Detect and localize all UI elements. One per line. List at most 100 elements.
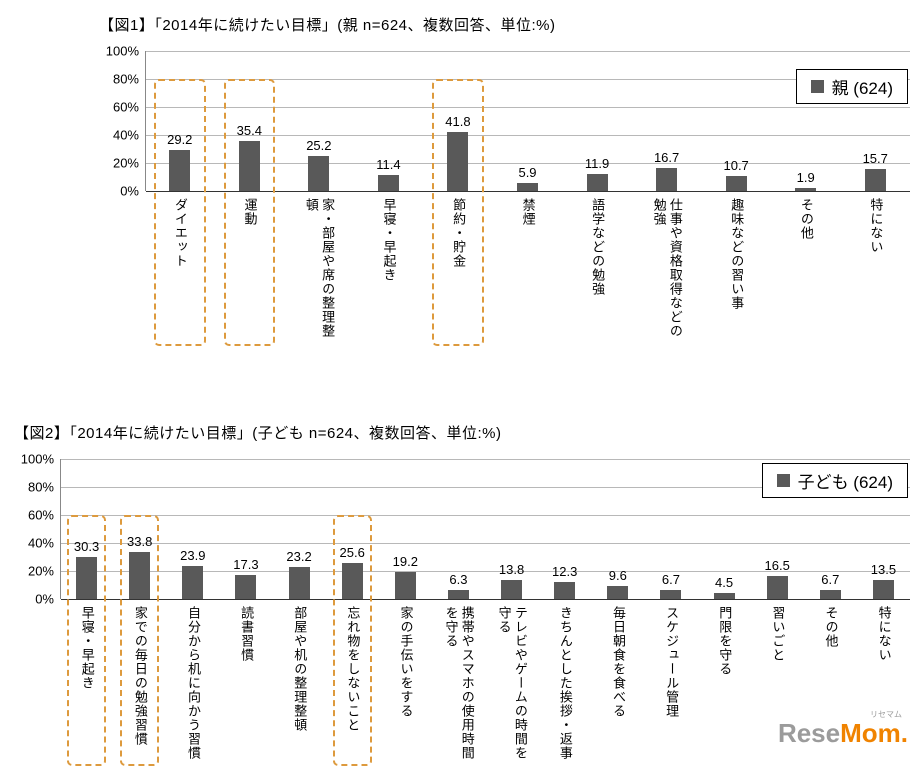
- bar-column: 12.3 きちんとした挨拶・返事: [538, 459, 591, 768]
- value-label: 23.9: [180, 547, 206, 563]
- value-label: 13.5: [870, 562, 897, 578]
- bar-column: 13.5 特にない: [857, 459, 910, 768]
- category-label: 早寝・早起き: [381, 198, 397, 282]
- y-tick-label: 60%: [112, 99, 139, 115]
- bar-area: 6.7: [804, 459, 857, 599]
- legend-swatch: [810, 80, 824, 93]
- bar-area: 25.6: [326, 459, 379, 599]
- chart-title-children: 【図2】「2014年に続けたい目標」(子ども n=624、複数回答、単位:%): [14, 425, 502, 442]
- logo-text-rese: Rese: [777, 718, 841, 748]
- y-tick-label: 80%: [112, 71, 139, 87]
- category-label: 運動: [242, 198, 258, 226]
- bar: [341, 563, 363, 599]
- value-label: 9.6: [608, 567, 627, 583]
- resemom-logo: リセマム ReseMom.: [778, 710, 908, 748]
- chart-section-parents: 【図1】「2014年に続けたい目標」(親 n=624、複数回答、単位:%) 10…: [99, 14, 910, 348]
- bar-column: 16.7 仕事や資格取得などの勉強: [632, 51, 702, 348]
- bar-area: 35.4: [215, 51, 285, 191]
- bar: [819, 589, 841, 599]
- category-label-wrap: 早寝・早起き: [60, 599, 113, 768]
- bar-area: 41.8: [423, 51, 493, 191]
- category-label-wrap: テレビやゲームの時間を守る: [485, 599, 538, 768]
- highlight-box: [332, 515, 372, 766]
- y-axis: 100% 80% 60% 40% 20% 0%: [99, 44, 145, 199]
- category-label-wrap: 家での毎日の勉強習慣: [113, 599, 166, 768]
- bar: [725, 176, 747, 191]
- bar: [447, 132, 469, 191]
- category-label-wrap: 仕事や資格取得などの勉強: [632, 191, 702, 348]
- value-label: 29.2: [167, 132, 193, 148]
- value-label: 30.3: [73, 538, 100, 554]
- bar-column: 17.3 読書習慣: [219, 459, 272, 768]
- gridlines: [145, 51, 910, 192]
- category-label: 門限を守る: [717, 606, 733, 676]
- bar: [377, 175, 399, 191]
- category-label: 習いごと: [770, 606, 786, 662]
- value-label: 11.9: [584, 156, 610, 172]
- bar-column: 25.2 家・部屋や席の整理整頓: [284, 51, 354, 348]
- value-label: 15.7: [862, 151, 888, 167]
- category-label-wrap: その他: [804, 599, 857, 768]
- legend-label: 子ども (624): [797, 473, 893, 492]
- bar: [713, 592, 735, 599]
- category-label: 家・部屋や席の整理整頓: [303, 198, 336, 338]
- bar: [235, 574, 257, 599]
- category-label: 部屋や机の整理整頓: [292, 606, 308, 732]
- category-label: 特にない: [868, 198, 884, 254]
- bar: [607, 585, 629, 599]
- category-label-wrap: 特にない: [840, 191, 910, 348]
- bar-column: 6.7 スケジュール管理: [644, 459, 697, 768]
- bar: [182, 565, 204, 599]
- category-label-wrap: その他: [771, 191, 841, 348]
- category-label-wrap: 趣味などの習い事: [701, 191, 771, 348]
- category-label: その他: [798, 198, 814, 240]
- y-tick-label: 40%: [27, 535, 54, 551]
- legend-label: 親 (624): [831, 79, 893, 98]
- bar-column: 23.9 自分から机に向かう習慣: [166, 459, 219, 768]
- y-tick-label: 60%: [27, 507, 54, 523]
- chart-body: 100% 80% 60% 40% 20% 0% 29.2 ダイエット 35.4 運動 25.2 家・…: [99, 44, 910, 348]
- category-label: 忘れ物をしないこと: [345, 606, 361, 732]
- category-label-wrap: 自分から机に向かう習慣: [166, 599, 219, 768]
- bar-column: 16.5 習いごと: [751, 459, 804, 768]
- category-label-wrap: 語学などの勉強: [562, 191, 632, 348]
- category-label: その他: [823, 606, 839, 648]
- chart-body: 100% 80% 60% 40% 20% 0% 30.3 早寝・早起き 33.8 家での毎日の勉…: [14, 452, 910, 768]
- bar-column: 5.9 禁煙: [493, 51, 563, 348]
- bar-column: 10.7 趣味などの習い事: [701, 51, 771, 348]
- bar-area: 5.9: [493, 51, 563, 191]
- category-label: 節約・貯金: [451, 198, 467, 268]
- logo-text-mom: Mom: [840, 718, 901, 748]
- bar: [394, 572, 416, 599]
- bar-column: 23.2 部屋や机の整理整頓: [273, 459, 326, 768]
- bar-area: 29.2: [145, 51, 215, 191]
- highlight-box: [120, 515, 160, 766]
- bar-column: 15.7 特にない: [840, 51, 910, 348]
- bar-column: 11.4 早寝・早起き: [354, 51, 424, 348]
- bar: [308, 155, 330, 191]
- gridlines: [60, 459, 910, 600]
- category-label: テレビやゲームの時間を守る: [496, 606, 528, 760]
- value-label: 16.5: [764, 557, 790, 573]
- bar-area: 30.3: [60, 459, 113, 599]
- bar-column: 35.4 運動: [215, 51, 285, 348]
- bar-column: 19.2 家の手伝いをする: [379, 459, 432, 768]
- value-label: 33.8: [127, 533, 153, 549]
- value-label: 12.3: [552, 563, 578, 579]
- logo-wordmark: ReseMom.: [778, 718, 908, 748]
- category-label-wrap: 忘れ物をしないこと: [326, 599, 379, 768]
- category-label-wrap: 節約・貯金: [423, 191, 493, 348]
- category-label-wrap: スケジュール管理: [644, 599, 697, 768]
- category-label: 家での毎日の勉強習慣: [132, 606, 148, 746]
- highlight-box: [432, 79, 484, 346]
- bar: [76, 556, 98, 599]
- y-tick-label: 0%: [35, 591, 54, 607]
- y-tick-label: 20%: [112, 155, 139, 171]
- value-label: 16.7: [653, 149, 680, 165]
- bar: [501, 579, 523, 599]
- category-label-wrap: 早寝・早起き: [354, 191, 424, 348]
- bar: [656, 167, 678, 191]
- value-label: 41.8: [445, 114, 471, 130]
- logo-ruby-text: リセマム: [870, 710, 902, 719]
- value-label: 11.4: [376, 157, 401, 173]
